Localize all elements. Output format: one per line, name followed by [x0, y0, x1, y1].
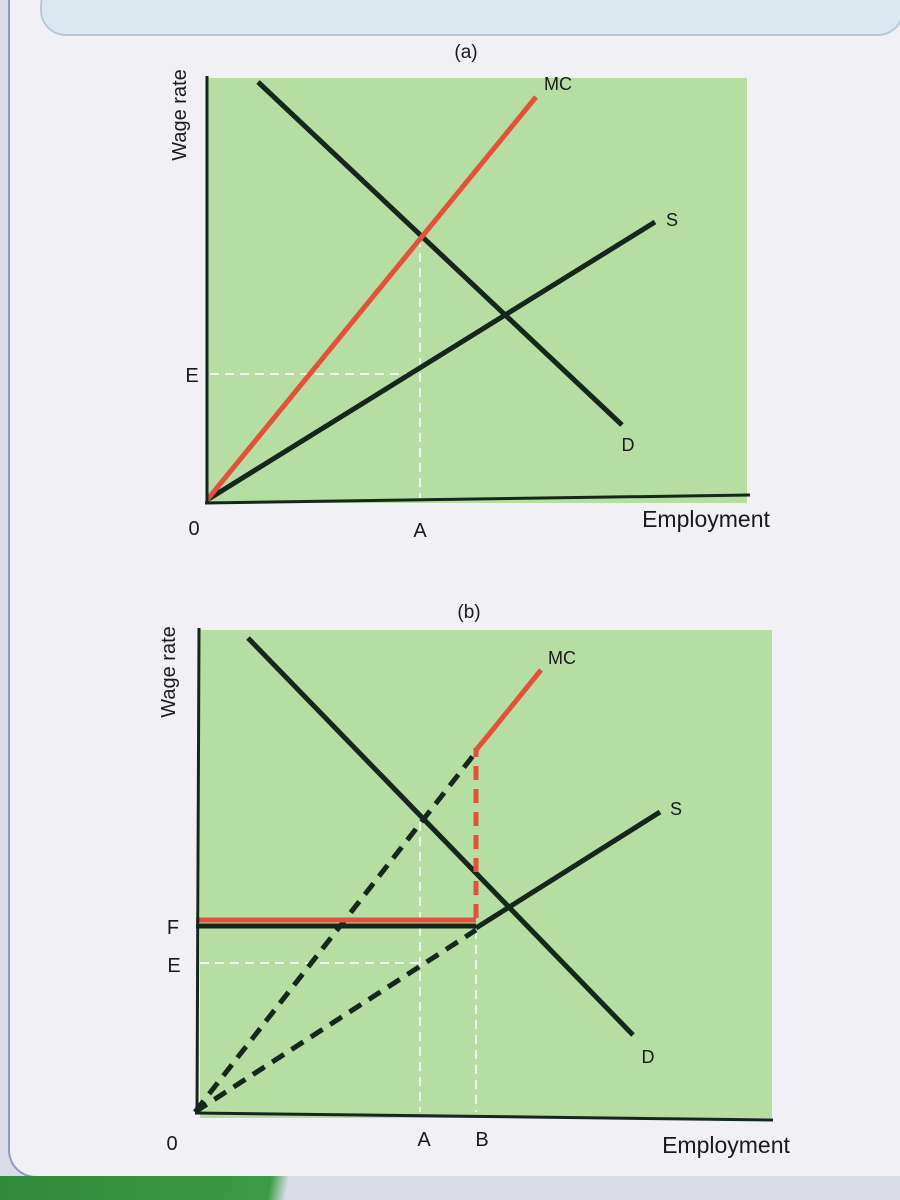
panel-b-e-tick-label: E [167, 955, 180, 977]
page-corner-decoration [0, 1176, 900, 1200]
panel-b-b-tick-label: B [475, 1129, 488, 1151]
panel-b-title: (b) [457, 602, 480, 623]
panel-a-y-axis-label: Wage rate [169, 69, 191, 161]
panel-b-original-supply-dashed [193, 927, 478, 1115]
panel-a-s-label: S [666, 210, 678, 230]
panel-b-d-label: D [642, 1047, 655, 1067]
panel-a-e-tick-label: E [185, 365, 198, 387]
panel-a-a-tick-label: A [413, 520, 427, 542]
panel-b-plot-area [200, 630, 772, 1118]
panel-b-y-axis-label: Wage rate [158, 626, 180, 718]
panel-b-origin-label: 0 [166, 1133, 177, 1155]
panel-a-x-axis-label: Employment [642, 506, 770, 532]
panel-b-x-axis-label: Employment [662, 1132, 790, 1158]
page-header-band [40, 0, 900, 36]
panel-b-mc-upper-segment [474, 668, 543, 752]
panel-b-x-axis [194, 1111, 774, 1122]
panel-a-d-label: D [622, 435, 635, 455]
panel-b: (b) Wage rate Employment 0 MC S D F E A … [158, 602, 791, 1158]
panel-b-a-tick-label: A [417, 1129, 431, 1151]
panel-a-origin-label: 0 [188, 518, 199, 540]
panel-a-mc-curve [205, 95, 538, 502]
panel-a-mc-label: MC [544, 74, 572, 94]
panel-b-supply-upper-segment [474, 809, 662, 931]
panel-a-supply-curve [205, 219, 657, 503]
panel-b-y-axis [195, 627, 201, 1114]
panel-b-demand-curve [246, 636, 635, 1037]
panel-a-title: (a) [454, 42, 477, 63]
panel-a-demand-curve [256, 80, 624, 427]
panel-b-original-mc-dashed [193, 750, 478, 1114]
panel-a: (a) Wage rate Employment 0 MC S D E A [169, 42, 771, 542]
panel-b-mc-label: MC [548, 648, 576, 668]
panel-b-s-label: S [670, 799, 682, 819]
panel-b-f-tick-label: F [167, 917, 179, 939]
panel-a-x-axis [204, 493, 751, 505]
